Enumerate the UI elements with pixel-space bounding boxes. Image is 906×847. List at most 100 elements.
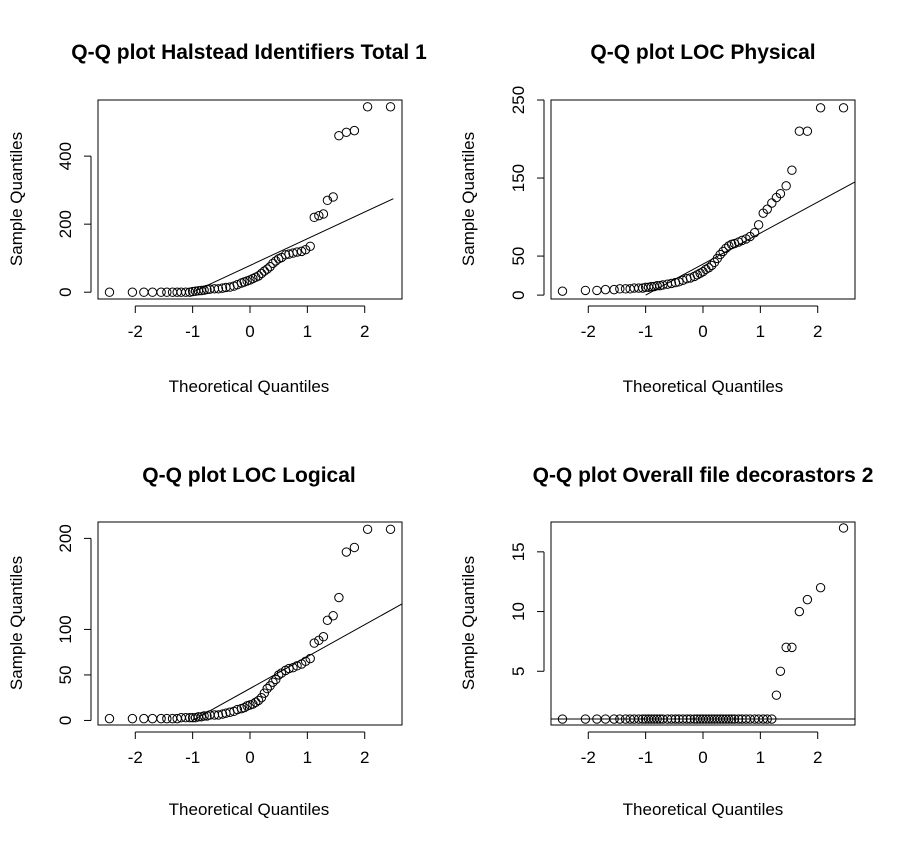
data-point [217, 283, 228, 293]
data-point [815, 582, 826, 593]
data-point [794, 126, 805, 136]
points-group [104, 524, 396, 724]
data-point [256, 692, 267, 703]
data-point [689, 271, 700, 282]
data-point [724, 714, 734, 724]
x-tick-label: 2 [360, 322, 369, 341]
panel-title: Q-Q plot LOC Physical [590, 41, 815, 64]
data-point [271, 256, 281, 266]
data-point [271, 674, 281, 685]
x-tick-label: 0 [245, 322, 254, 341]
data-point [682, 714, 692, 724]
data-point [781, 181, 791, 191]
y-axis: 5 10 15 [509, 542, 545, 676]
data-point [362, 102, 373, 112]
x-axis-label: Theoretical Quantiles [623, 377, 784, 396]
panel-halstead-identifiers: Q-Q plot Halstead Identifiers Total 1 -2… [7, 41, 427, 396]
y-tick-label: 400 [56, 142, 75, 170]
data-point [262, 264, 272, 274]
data-point [334, 592, 344, 603]
data-point [232, 280, 243, 290]
data-point [305, 241, 315, 251]
data-point [328, 192, 338, 202]
data-point [341, 547, 352, 557]
y-tick-label: 10 [509, 602, 528, 621]
x-axis-label: Theoretical Quantiles [169, 800, 330, 819]
data-point [775, 666, 786, 676]
data-point [706, 260, 717, 271]
data-point [762, 714, 772, 724]
data-point [838, 523, 849, 533]
data-point [634, 283, 644, 293]
x-tick-label: 1 [303, 322, 312, 341]
data-point [318, 631, 329, 642]
data-point [692, 270, 702, 280]
x-tick-label: -2 [581, 748, 596, 767]
data-point [670, 714, 681, 724]
y-tick-label: 100 [56, 615, 75, 643]
data-point [280, 250, 291, 260]
data-point [253, 695, 264, 706]
data-point [147, 287, 158, 297]
y-tick-label: 50 [509, 247, 528, 266]
x-tick-label: -1 [638, 322, 653, 341]
x-tick-label: -2 [128, 322, 143, 341]
data-point [767, 714, 777, 724]
y-tick-label: 15 [509, 542, 528, 561]
y-tick-label: 50 [56, 665, 75, 684]
data-point [305, 653, 315, 664]
x-tick-label: 2 [813, 322, 822, 341]
data-point [781, 642, 791, 653]
data-point [309, 638, 319, 648]
data-point [652, 281, 662, 291]
data-point [557, 714, 568, 724]
data-point [147, 713, 158, 724]
data-point [341, 127, 352, 138]
data-point [262, 683, 272, 694]
data-point [775, 188, 786, 199]
data-point [802, 126, 813, 136]
data-point [104, 287, 115, 297]
data-point [362, 524, 373, 534]
x-tick-label: 1 [756, 322, 765, 341]
x-axis: -2 -1 0 1 2 [128, 731, 369, 767]
y-axis: 0 50 100 200 [56, 524, 92, 725]
data-point [328, 611, 338, 621]
data-point [787, 165, 797, 175]
data-point [674, 277, 684, 287]
data-point [652, 714, 662, 724]
x-tick-label: 0 [245, 748, 254, 767]
data-point [309, 212, 319, 223]
y-tick-label: 0 [56, 287, 75, 296]
data-point [718, 246, 728, 257]
x-tick-label: -1 [638, 748, 653, 767]
x-tick-label: 1 [756, 748, 765, 767]
panel-overall-file-decorators: Q-Q plot Overall file decorastors 2 -2 -1… [459, 464, 873, 819]
data-point [292, 247, 302, 257]
data-point [349, 125, 360, 136]
data-point [753, 220, 764, 230]
data-point [232, 704, 243, 715]
x-tick-label: -1 [185, 322, 200, 341]
data-point [666, 714, 677, 724]
data-point [265, 261, 275, 272]
y-axis: 0 200 400 [56, 142, 92, 297]
x-tick-label: -1 [185, 748, 200, 767]
data-point [749, 227, 760, 238]
data-point [322, 195, 333, 206]
data-point [724, 241, 734, 251]
data-point [557, 286, 568, 296]
data-point [104, 713, 115, 724]
data-point [251, 697, 261, 707]
data-point [580, 285, 591, 296]
data-point [655, 714, 665, 724]
data-point [288, 248, 298, 258]
data-point [634, 714, 644, 724]
data-point [284, 663, 294, 674]
data-point [156, 713, 166, 724]
y-tick-label: 5 [509, 667, 528, 676]
data-point [794, 606, 805, 617]
data-point [268, 677, 278, 687]
x-tick-label: 0 [698, 322, 707, 341]
